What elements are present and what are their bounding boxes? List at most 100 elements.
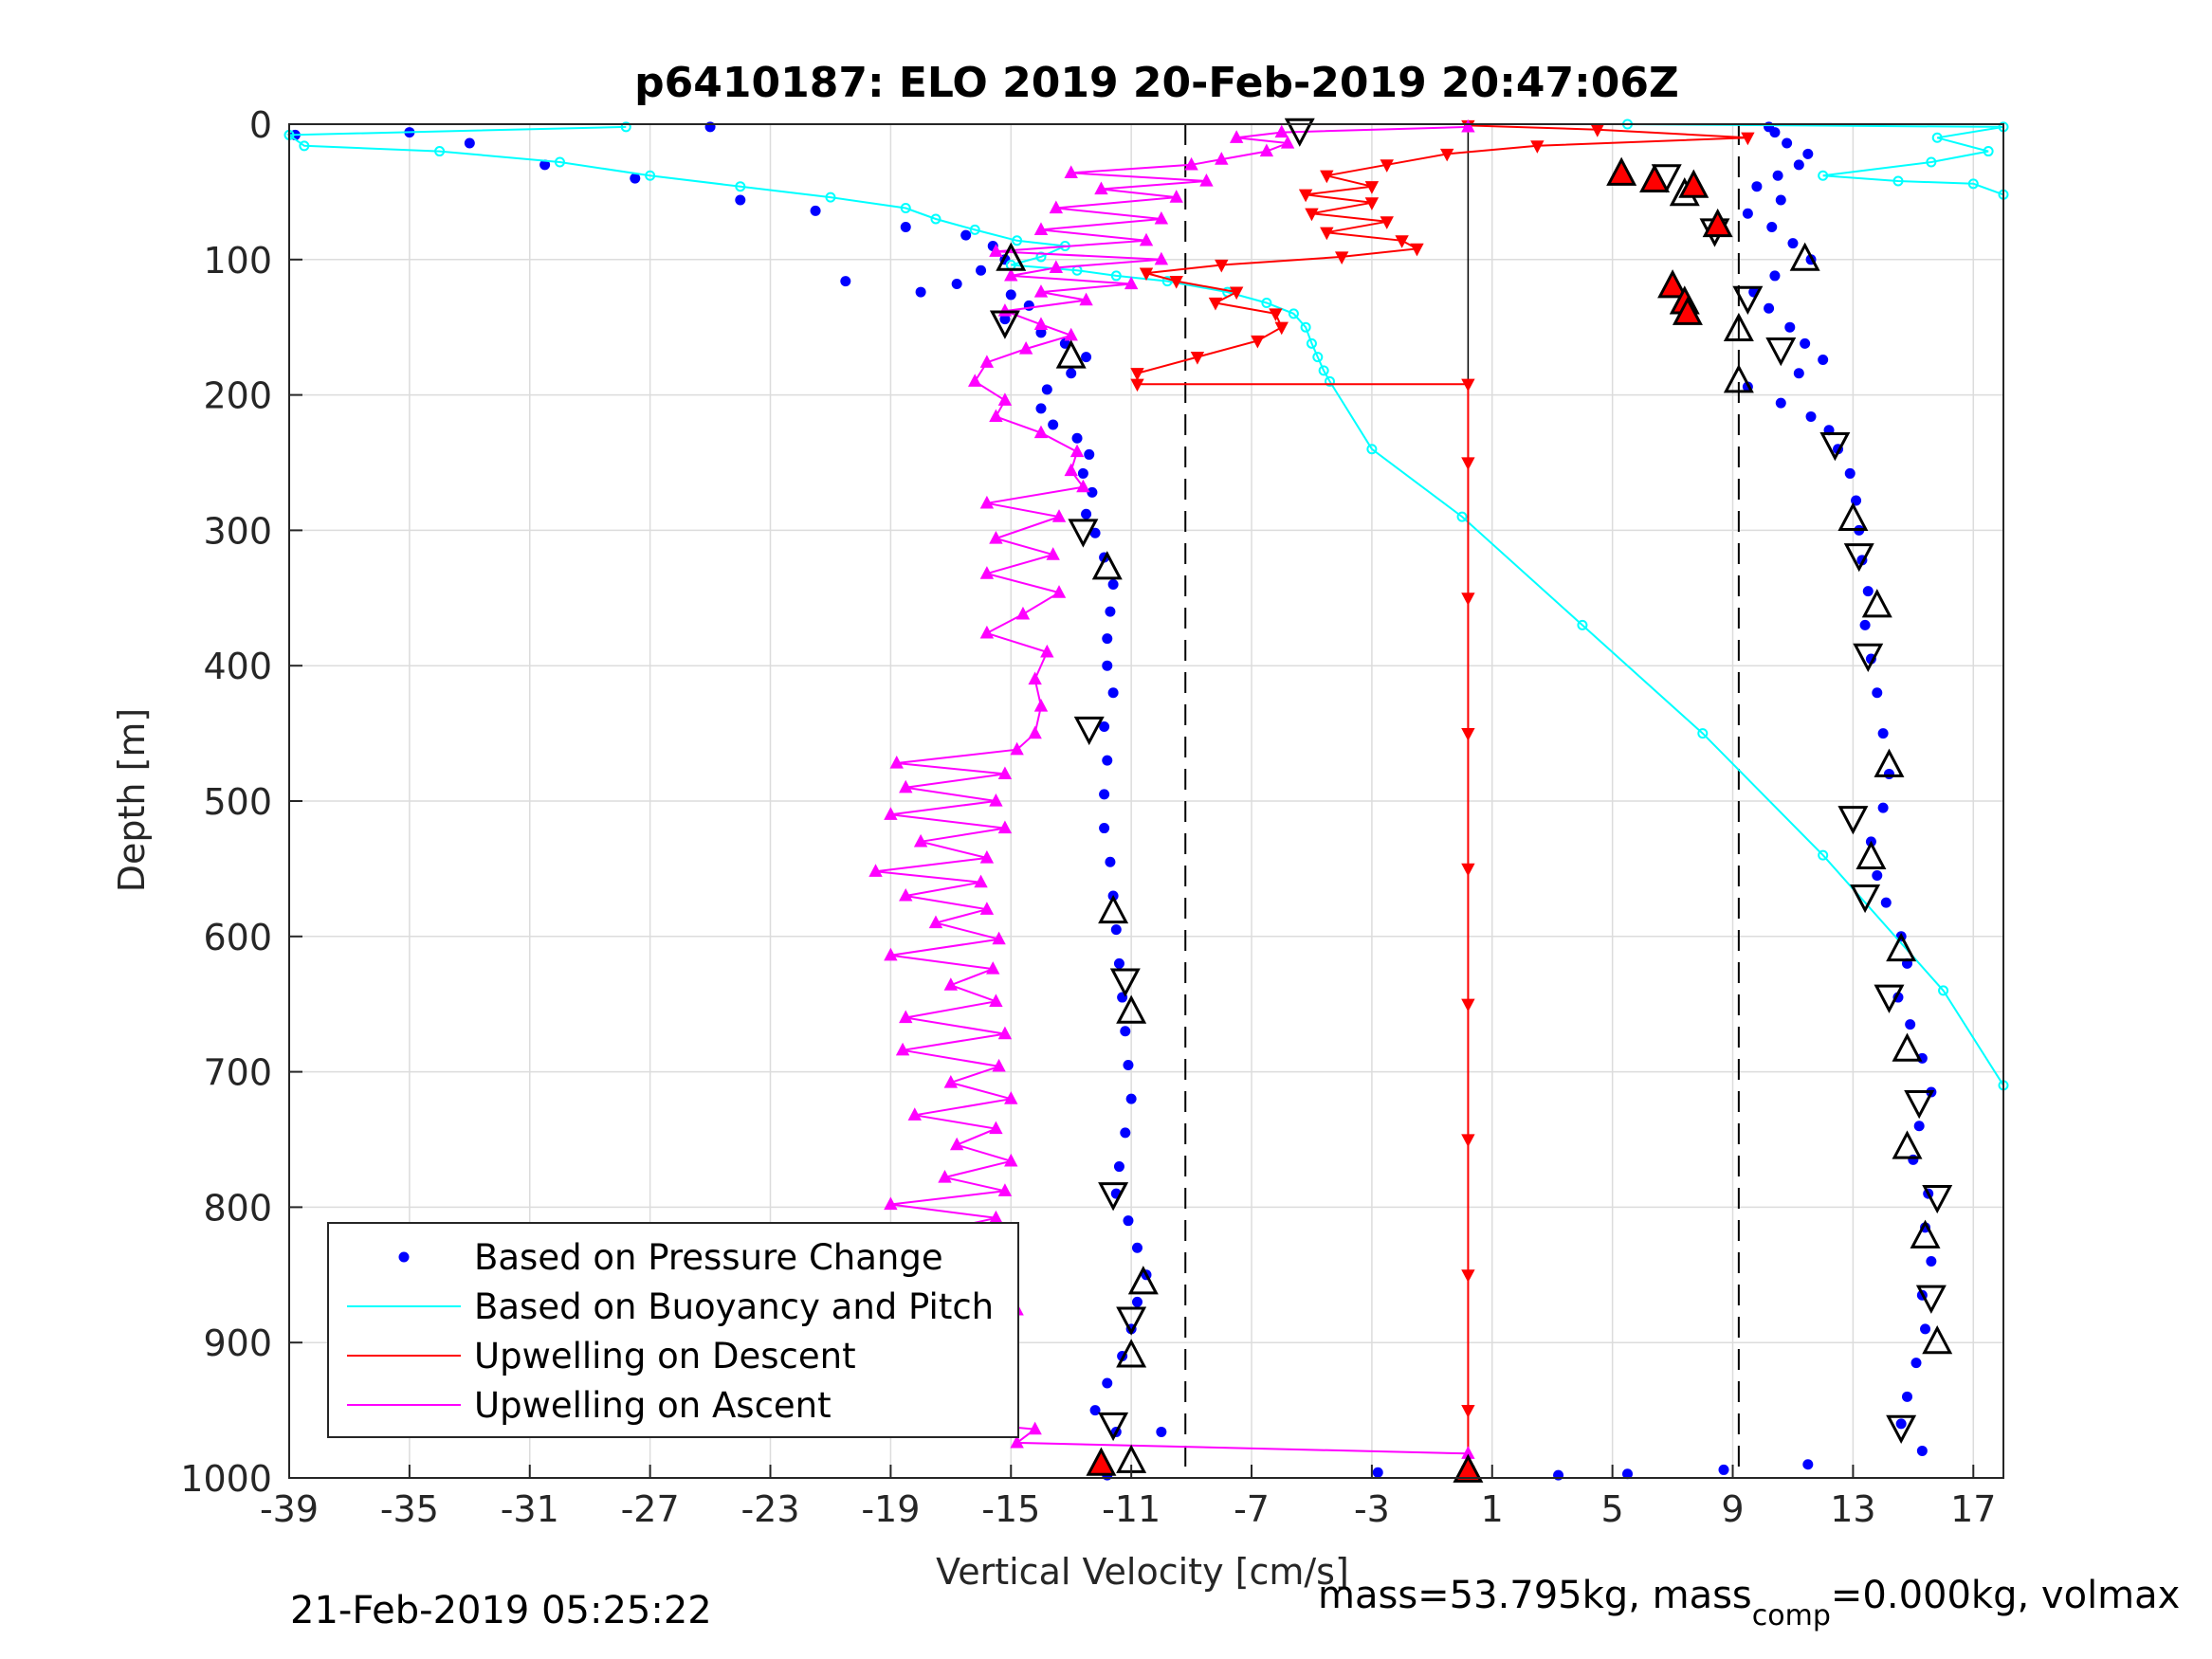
pressure-point xyxy=(1784,321,1796,333)
series-based-on-buoyancy-and-pitch xyxy=(283,121,2009,1091)
ascent-point xyxy=(968,374,982,387)
ascent-point xyxy=(997,1183,1013,1196)
pressure-point xyxy=(1916,1445,1928,1456)
open-triangle-marker xyxy=(1892,1130,1923,1159)
ascent-point xyxy=(974,874,988,888)
pressure-point xyxy=(1859,619,1871,630)
descent-point xyxy=(1320,170,1334,184)
pressure-point xyxy=(735,194,746,206)
pressure-point xyxy=(1059,337,1070,349)
y-tick-labels: 0 100 200 300 400 500 600 700 800 900 1000 xyxy=(180,104,302,1500)
open-triangle-marker xyxy=(1098,1412,1129,1442)
pressure-point xyxy=(1131,1296,1143,1307)
pressure-point xyxy=(976,264,987,276)
ascent-point xyxy=(907,1107,922,1121)
x-tick-label: -15 xyxy=(981,1488,1040,1530)
x-tick-label: -35 xyxy=(380,1488,439,1530)
open-triangle-marker xyxy=(1732,285,1764,315)
descent-point xyxy=(1334,251,1349,264)
y-tick-label: 700 xyxy=(203,1052,272,1094)
pressure-point xyxy=(900,222,911,233)
buoyancy-point xyxy=(620,121,631,133)
pressure-point xyxy=(1802,1459,1814,1470)
pressure-point xyxy=(1110,924,1122,936)
buoyancy-point xyxy=(554,156,565,168)
red-triangle-marker xyxy=(1702,208,1733,238)
descent-point xyxy=(1461,378,1475,392)
pressure-point xyxy=(1800,337,1811,349)
descent-point xyxy=(1364,197,1380,210)
pressure-point xyxy=(630,173,641,184)
open-triangle-marker xyxy=(1856,840,1887,869)
open-triangle-marker xyxy=(1819,432,1851,462)
ascent-point xyxy=(992,931,1006,945)
ascent-point xyxy=(989,994,1003,1007)
descent-point xyxy=(1274,321,1289,336)
pressure-point xyxy=(999,314,1011,325)
buoyancy-point xyxy=(1288,308,1299,319)
red-triangle-marker xyxy=(1657,269,1689,299)
descent-point xyxy=(1215,259,1229,273)
x-tick-label: -7 xyxy=(1234,1488,1270,1530)
buoyancy-point xyxy=(1318,365,1329,376)
buoyancy-point xyxy=(1456,511,1468,522)
y-tick-label: 600 xyxy=(203,917,272,958)
open-triangle-marker xyxy=(1723,364,1754,393)
series-line xyxy=(1136,124,1748,1471)
pressure-point xyxy=(1769,127,1781,138)
ascent-point xyxy=(889,756,904,769)
legend-box xyxy=(327,1222,1019,1438)
y-tick-label: 200 xyxy=(203,375,272,417)
pressure-point xyxy=(1105,606,1116,617)
ascent-point xyxy=(1033,222,1049,235)
ascent-point xyxy=(1280,135,1295,149)
pressure-point xyxy=(810,205,821,216)
descent-point xyxy=(1461,863,1475,877)
ascent-point xyxy=(1051,585,1067,598)
open-triangle-marker xyxy=(1922,1184,1953,1214)
pressure-point xyxy=(1035,327,1047,338)
open-triangle-marker xyxy=(1098,1182,1129,1212)
ascent-point xyxy=(1259,143,1274,157)
pressure-point xyxy=(1775,397,1786,409)
descent-point xyxy=(1530,140,1545,154)
descent-point xyxy=(1380,159,1394,173)
ascent-point xyxy=(989,1210,1003,1224)
open-triangle-marker xyxy=(1068,519,1099,548)
ascent-point xyxy=(1033,284,1049,298)
mass-subscript: comp xyxy=(1751,1599,1831,1632)
legend-label: Based on Pressure Change xyxy=(474,1237,943,1278)
ascent-point xyxy=(884,807,898,820)
descent-point xyxy=(1380,216,1394,229)
pressure-point xyxy=(1905,1019,1916,1030)
pressure-point xyxy=(1844,467,1856,479)
ascent-point xyxy=(928,915,943,929)
open-triangle-marker xyxy=(1837,501,1869,531)
chart-title: p6410187: ELO 2019 20-Feb-2019 20:47:06Z xyxy=(634,59,1679,107)
ascent-point xyxy=(1004,1153,1018,1167)
buoyancy-point xyxy=(645,170,656,181)
ascent-point xyxy=(1229,130,1244,143)
open-triangle-marker xyxy=(1091,551,1123,580)
ascent-point xyxy=(989,793,1003,807)
descent-point xyxy=(1461,1269,1475,1283)
ascent-point xyxy=(1124,276,1139,290)
pressure-point xyxy=(1926,1256,1937,1267)
legend-label: Based on Buoyancy and Pitch xyxy=(474,1286,994,1327)
ascent-point xyxy=(899,1010,913,1024)
open-triangle-marker xyxy=(1904,1090,1935,1120)
open-triangle-marker xyxy=(1116,994,1147,1024)
pressure-point xyxy=(1102,660,1113,671)
ascent-point xyxy=(1049,260,1064,273)
red-triangle-marker xyxy=(1453,1453,1484,1483)
descent-point xyxy=(1741,132,1755,146)
buoyancy-point xyxy=(1983,146,1994,157)
pressure-point xyxy=(1120,1127,1131,1139)
ascent-point xyxy=(979,495,995,509)
buoyancy-point xyxy=(1012,235,1023,246)
descent-point xyxy=(1439,148,1454,162)
red-triangle-marker xyxy=(1086,1447,1117,1476)
x-tick-label: -11 xyxy=(1102,1488,1161,1530)
ascent-point xyxy=(1051,509,1067,522)
